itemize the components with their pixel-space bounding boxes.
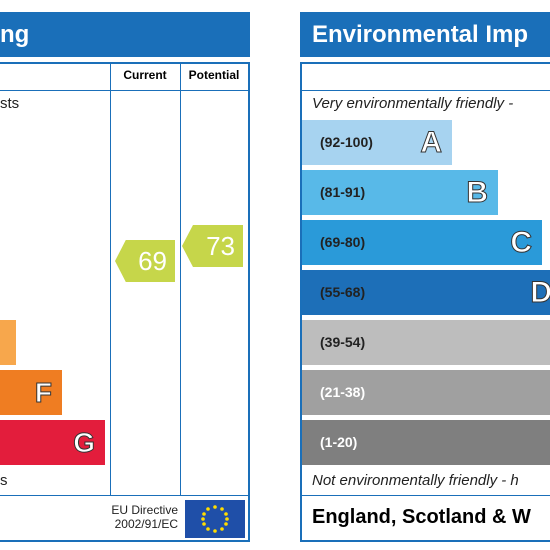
band: (92-100) A [302, 120, 452, 165]
band: (21-38) [302, 370, 550, 415]
bottom-note: s [0, 472, 8, 489]
band-f: F [0, 370, 62, 415]
divider [180, 62, 181, 495]
divider [0, 495, 250, 496]
top-note: Very environmentally friendly - [312, 95, 514, 112]
band-range: (39-54) [320, 334, 366, 350]
band-letter: D [530, 276, 550, 310]
band: (81-91) B [302, 170, 498, 215]
footer: England, Scotland & W [312, 506, 531, 528]
left-box [0, 62, 250, 542]
potential-header: Potential [188, 68, 240, 82]
band-letter: F [34, 377, 52, 409]
band-range: (21-38) [320, 384, 366, 400]
eu-line1: EU Directive [111, 503, 178, 517]
band-range: (81-91) [320, 184, 366, 200]
band: (55-68) D [302, 270, 550, 315]
right-box [300, 62, 550, 542]
band-letter: A [420, 126, 443, 160]
band-range: (69-80) [320, 234, 366, 250]
band: (39-54) [302, 320, 550, 365]
band-g: G [0, 420, 105, 465]
band-range: (55-68) [320, 284, 366, 300]
band: (69-80) C [302, 220, 542, 265]
right-title: Environmental Imp [300, 12, 550, 57]
divider [300, 90, 550, 91]
band-letter: G [73, 427, 96, 459]
top-note: sts [0, 95, 20, 112]
eu-flag [185, 500, 245, 538]
divider [300, 495, 550, 496]
bottom-note: Not environmentally friendly - h [312, 472, 519, 489]
band: (1-20) [302, 420, 550, 465]
eu-directive: EU Directive 2002/91/EC [80, 503, 178, 531]
left-title: ng [0, 12, 250, 57]
band-letter: B [466, 176, 489, 210]
band-range: (92-100) [320, 134, 373, 150]
potential-rating: 73 [182, 225, 243, 267]
current-header: Current [123, 68, 167, 82]
divider [110, 62, 111, 495]
band-e [0, 320, 16, 365]
eu-line2: 2002/91/EC [114, 517, 178, 531]
band-letter: C [510, 226, 533, 260]
current-rating: 69 [115, 240, 175, 282]
divider [0, 90, 250, 91]
band-range: (1-20) [320, 434, 358, 450]
